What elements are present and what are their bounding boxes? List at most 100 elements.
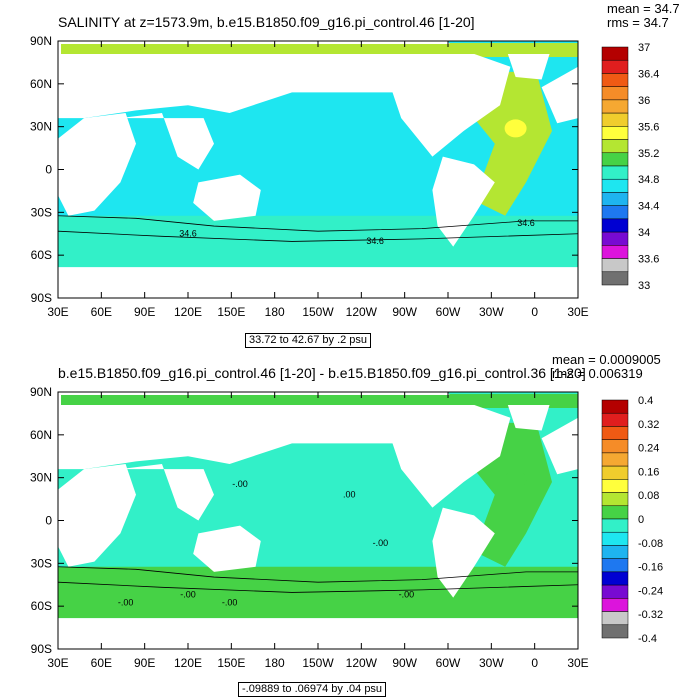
x-axis-label: 120W: [346, 656, 378, 670]
contour-line: [57, 230, 579, 242]
colorbar-swatch: [601, 479, 629, 493]
x-axis-label: 150E: [217, 305, 245, 319]
x-axis-label: 120W: [346, 305, 378, 319]
colorbar-swatch: [601, 126, 629, 140]
colorbar-swatch: [601, 571, 629, 586]
contour-line: [57, 566, 578, 583]
contour-line: [57, 215, 578, 232]
x-axis-label: 30E: [47, 656, 68, 670]
colorbar-label: 34: [638, 227, 650, 239]
land-mass: [58, 41, 464, 119]
x-axis-label: 90W: [392, 305, 417, 319]
panel1-rms: rms = 34.7: [607, 15, 669, 30]
colorbar-label: 33.6: [638, 254, 659, 266]
colorbar-swatch: [601, 465, 629, 480]
colorbar-label: 34.8: [638, 174, 659, 186]
x-axis-label: 0: [531, 305, 538, 319]
x-axis-label: 60W: [436, 656, 461, 670]
y-axis-label: 60S: [31, 248, 52, 262]
contour-label: -.00: [232, 479, 248, 489]
y-axis-label: 90N: [30, 34, 52, 48]
colorbar-label: 36: [638, 95, 650, 107]
colorbar-swatch: [601, 139, 629, 154]
x-axis-label: 150E: [217, 656, 245, 670]
colorbar-swatch: [601, 231, 629, 246]
colorbar-swatch: [601, 192, 629, 206]
colorbar-swatch: [601, 218, 629, 233]
colorbar-swatch: [601, 531, 629, 546]
panel2-range-note: -.09889 to .06974 by .04 psu: [238, 682, 387, 697]
colorbar-label: 36.4: [638, 68, 659, 80]
land-mass: [193, 525, 261, 572]
panel2-rms: rms = 0.006319: [552, 366, 643, 381]
land-mass: [58, 267, 578, 298]
arctic-ocean-strip: [61, 44, 575, 54]
panel2-title: b.e15.B1850.f09_g16.pi_control.46 [1-20]…: [58, 365, 586, 381]
colorbar-swatch: [601, 558, 629, 573]
colorbar-swatch: [601, 152, 629, 167]
panel2-mean: mean = 0.0009005: [552, 352, 661, 367]
x-axis-label: 150W: [302, 305, 334, 319]
contour-label: -.00: [180, 590, 196, 600]
arctic-ocean-strip: [61, 395, 575, 405]
colorbar-label: -0.16: [638, 562, 663, 574]
colorbar-swatch: [601, 99, 629, 114]
contour-label: 34.6: [179, 228, 197, 238]
land-mass: [390, 404, 511, 508]
land-mass: [120, 463, 214, 521]
colorbar-swatch: [601, 178, 629, 193]
contour-line: [57, 581, 579, 593]
y-axis-label: 30S: [31, 205, 52, 219]
colorbar-label: 33: [638, 280, 650, 292]
contour-label: -.00: [399, 590, 415, 600]
x-axis-label: 180: [265, 656, 285, 670]
panel2-map: -.00 .00 -.00 -.00 -.00 -.00 -.00 90N 60N 30N 0 30S…: [30, 385, 663, 670]
colorbar-swatch: [601, 271, 629, 286]
x-axis-label: 90E: [134, 656, 155, 670]
x-axis-label: 30E: [567, 656, 588, 670]
contour-label: -.00: [222, 597, 238, 607]
colorbar-swatch: [601, 73, 629, 87]
colorbar-swatch: [601, 112, 629, 127]
land-mass: [432, 507, 495, 598]
contour-label: .00: [343, 489, 356, 499]
y-axis-label: 30N: [30, 471, 52, 485]
colorbar-label: 35.2: [638, 148, 659, 160]
contour-label: -.00: [118, 597, 134, 607]
land-mass: [505, 46, 552, 80]
colorbar-swatch: [601, 46, 629, 61]
colorbar-swatch: [601, 59, 629, 74]
colorbar-label: 0.16: [638, 466, 659, 478]
colorbar-label: 0.24: [638, 443, 659, 455]
x-axis-label: 30E: [47, 305, 68, 319]
colorbar-label: 0: [638, 514, 644, 526]
colorbar-swatch: [601, 505, 629, 520]
land-mass: [390, 53, 511, 157]
x-axis-label: 120E: [174, 305, 202, 319]
x-axis-label: 60E: [91, 305, 112, 319]
land-mass: [58, 392, 464, 470]
x-axis-label: 90W: [392, 656, 417, 670]
x-axis-label: 30W: [479, 656, 504, 670]
y-axis-label: 30S: [31, 556, 52, 570]
colorbar-label: 0.32: [638, 419, 659, 431]
colorbar-label: 34.4: [638, 201, 659, 213]
colorbar-label: 0.08: [638, 490, 659, 502]
land-mass: [120, 112, 214, 170]
x-axis-label: 150W: [302, 656, 334, 670]
colorbar-swatch: [601, 205, 629, 220]
panel1-title: SALINITY at z=1573.9m, b.e15.B1850.f09_g…: [58, 14, 475, 30]
colorbar-swatch: [601, 439, 629, 454]
contour-label: 34.6: [517, 218, 535, 228]
y-axis-label: 60N: [30, 428, 52, 442]
colorbar-swatch: [601, 598, 629, 612]
x-axis-label: 30E: [567, 305, 588, 319]
colorbar-label: -0.24: [638, 585, 663, 597]
colorbar-swatch: [601, 545, 629, 559]
colorbar-swatch: [601, 245, 629, 259]
colorbar-swatch: [601, 86, 629, 101]
x-axis-label: 30W: [479, 305, 504, 319]
panel1-range-note: 33.72 to 42.67 by .2 psu: [245, 333, 372, 348]
